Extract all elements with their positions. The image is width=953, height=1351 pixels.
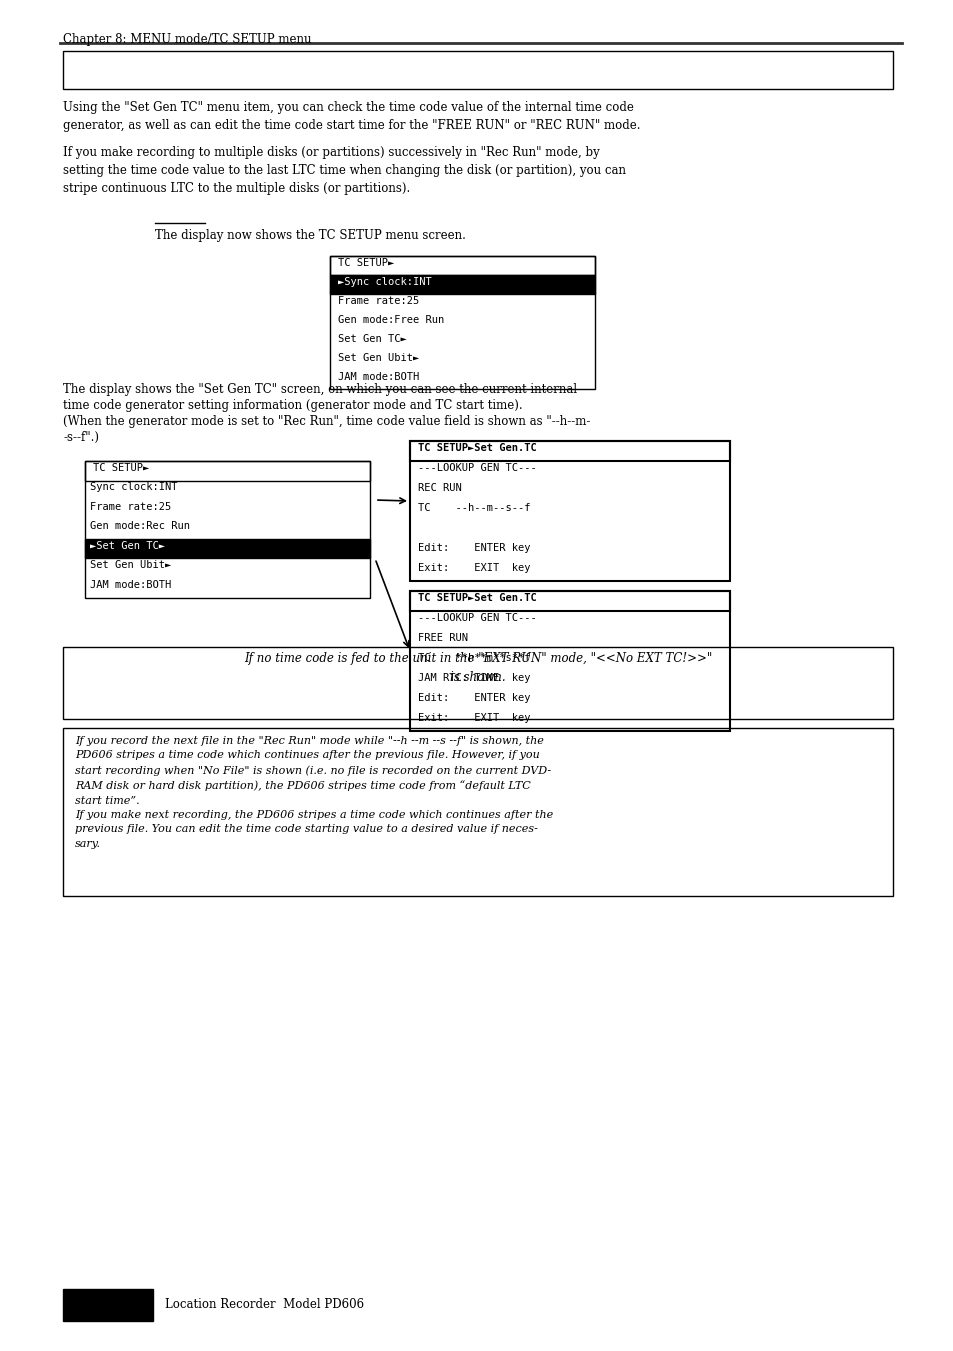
- Text: Location Recorder  Model PD606: Location Recorder Model PD606: [165, 1298, 364, 1312]
- Text: TC SETUP►Set Gen.TC: TC SETUP►Set Gen.TC: [417, 593, 537, 603]
- Text: The display shows the "Set Gen TC" screen, on which you can see the current inte: The display shows the "Set Gen TC" scree…: [63, 382, 577, 396]
- Text: Chapter 8: MENU mode/TC SETUP menu: Chapter 8: MENU mode/TC SETUP menu: [63, 32, 312, 46]
- Text: ---LOOKUP GEN TC---: ---LOOKUP GEN TC---: [417, 613, 537, 623]
- Text: Gen mode:Rec Run: Gen mode:Rec Run: [90, 521, 190, 531]
- Text: JAM RTC: TIME  key: JAM RTC: TIME key: [417, 673, 530, 684]
- Text: Set Gen TC►: Set Gen TC►: [337, 334, 406, 345]
- Text: Exit:    EXIT  key: Exit: EXIT key: [417, 713, 530, 723]
- Bar: [85, 539, 370, 558]
- Text: FREE RUN: FREE RUN: [417, 634, 468, 643]
- Text: ►Sync clock:INT: ►Sync clock:INT: [337, 277, 432, 286]
- Text: Using the "Set Gen TC" menu item, you can check the time code value of the inter: Using the "Set Gen TC" menu item, you ca…: [63, 101, 639, 132]
- Text: TC SETUP►: TC SETUP►: [337, 258, 394, 267]
- Text: Frame rate:25: Frame rate:25: [90, 503, 172, 512]
- Text: (When the generator mode is set to "Rec Run", time code value field is shown as : (When the generator mode is set to "Rec …: [63, 415, 590, 428]
- Text: Set Gen Ubit►: Set Gen Ubit►: [90, 561, 172, 570]
- Text: Edit:    ENTER key: Edit: ENTER key: [417, 693, 530, 703]
- Bar: [330, 276, 595, 295]
- Text: Set Gen Ubit►: Set Gen Ubit►: [337, 353, 418, 363]
- Text: time code generator setting information (generator mode and TC start time).: time code generator setting information …: [63, 399, 522, 412]
- Text: TC    --h--m--s--f: TC --h--m--s--f: [417, 503, 530, 513]
- Text: TC SETUP►: TC SETUP►: [92, 463, 149, 473]
- Text: JAM mode:BOTH: JAM mode:BOTH: [90, 580, 172, 590]
- Text: If no time code is fed to the unit in the "EXT RUN" mode, "<<No EXT TC!>>"
is sh: If no time code is fed to the unit in th…: [244, 653, 711, 684]
- Text: ►Set Gen TC►: ►Set Gen TC►: [90, 540, 165, 551]
- Text: REC RUN: REC RUN: [417, 484, 461, 493]
- Bar: [63, 1289, 152, 1321]
- Text: If you record the next file in the "Rec Run" mode while "--h --m --s --f" is sho: If you record the next file in the "Rec …: [75, 736, 553, 848]
- Text: Exit:    EXIT  key: Exit: EXIT key: [417, 563, 530, 573]
- Text: ---LOOKUP GEN TC---: ---LOOKUP GEN TC---: [417, 463, 537, 473]
- Text: TC SETUP►Set Gen.TC: TC SETUP►Set Gen.TC: [417, 443, 537, 453]
- Text: TC    **h**m**s**f: TC **h**m**s**f: [417, 653, 530, 663]
- Text: -s--f".): -s--f".): [63, 431, 99, 444]
- Text: Frame rate:25: Frame rate:25: [337, 296, 418, 305]
- Text: JAM mode:BOTH: JAM mode:BOTH: [337, 372, 418, 382]
- Text: The display now shows the TC SETUP menu screen.: The display now shows the TC SETUP menu …: [154, 230, 465, 242]
- Text: Edit:    ENTER key: Edit: ENTER key: [417, 543, 530, 553]
- Text: Sync clock:INT: Sync clock:INT: [90, 482, 177, 493]
- Text: If you make recording to multiple disks (or partitions) successively in "Rec Run: If you make recording to multiple disks …: [63, 146, 625, 195]
- Text: Gen mode:Free Run: Gen mode:Free Run: [337, 315, 444, 326]
